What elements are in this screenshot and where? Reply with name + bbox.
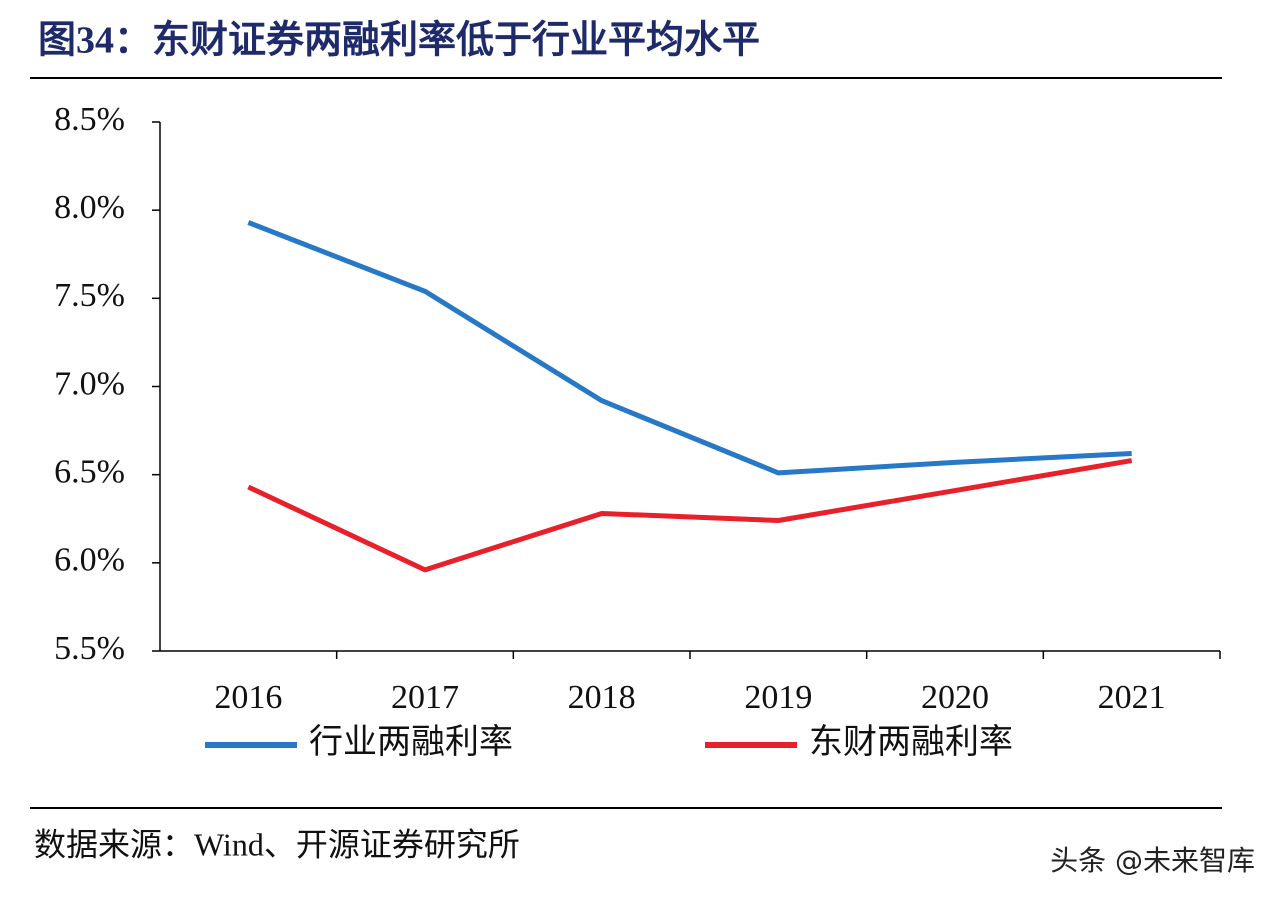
y-tick-label: 5.5% [54, 630, 125, 667]
y-tick-label: 6.5% [54, 453, 125, 490]
source-note: 数据来源：Wind、开源证券研究所 [34, 826, 520, 862]
watermark: 头条 @未来智库 [1050, 844, 1255, 877]
y-tick-label: 6.0% [54, 542, 125, 579]
y-tick-label: 7.5% [54, 277, 125, 314]
x-tick-label: 2017 [391, 679, 459, 716]
series-line [247, 220, 1132, 476]
series-line [247, 458, 1133, 573]
x-tick-label: 2019 [744, 679, 812, 716]
chart-title: 图34：东财证券两融利率低于行业平均水平 [38, 20, 760, 62]
legend-label: 东财两融利率 [809, 723, 1013, 761]
y-tick-label: 7.0% [54, 365, 125, 402]
y-tick-label: 8.5% [54, 101, 125, 138]
x-tick-label: 2020 [921, 679, 989, 716]
x-tick-label: 2016 [214, 679, 282, 716]
x-tick-label: 2021 [1098, 679, 1166, 716]
legend-label: 行业两融利率 [309, 723, 513, 761]
x-tick-label: 2018 [568, 679, 636, 716]
y-tick-label: 8.0% [54, 189, 125, 226]
